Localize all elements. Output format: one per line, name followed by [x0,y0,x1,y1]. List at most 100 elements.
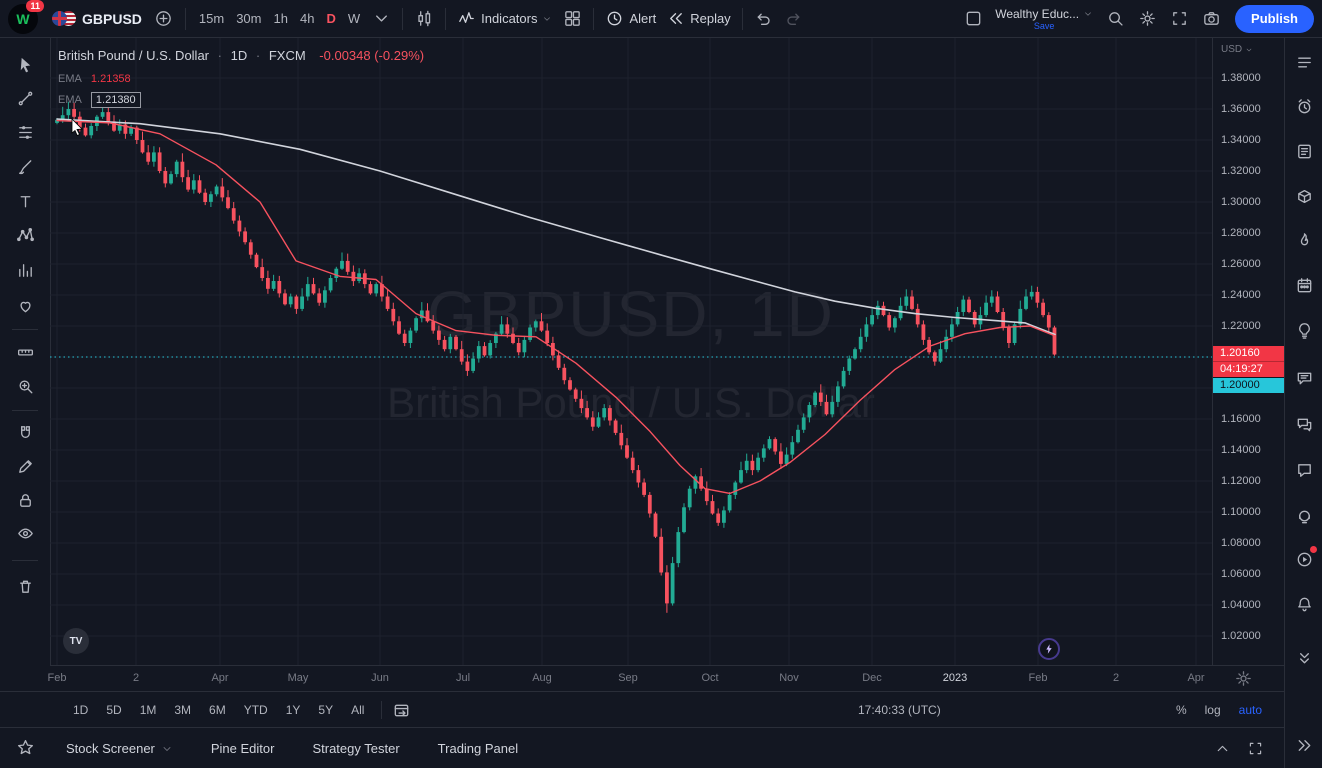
xabcd-pattern-tool-icon[interactable] [11,221,39,249]
range-button-5y[interactable]: 5Y [318,703,334,717]
public-chat-icon[interactable] [1293,367,1315,389]
panel-tab-stock-screener[interactable]: Stock Screener [66,741,173,756]
time-label[interactable]: 2 [1112,672,1120,684]
ema-indicator-row[interactable]: EMA 1.21358 [58,71,424,89]
zoom-tool-icon[interactable] [11,372,39,400]
replay-button[interactable]: Replay [662,5,734,33]
layout-name-button[interactable]: Wealthy Educ... Save [991,2,1097,36]
scale-button-log[interactable]: log [1204,703,1221,717]
magnet-tool-icon[interactable] [11,419,39,447]
time-label[interactable]: Feb [47,672,67,684]
search-icon[interactable] [1101,5,1129,33]
interval-button-d[interactable]: D [326,11,336,26]
chart-area[interactable]: GBPUSD, 1D British Pound / U.S. Dollar B… [50,38,1212,665]
range-button-6m[interactable]: 6M [209,703,226,717]
alert-button[interactable]: Alert [601,5,660,33]
range-button-1y[interactable]: 1Y [285,703,301,717]
time-label[interactable]: Nov [779,672,799,684]
time-label[interactable]: May [287,672,309,684]
time-label[interactable]: 2 [132,672,140,684]
streams-icon[interactable] [1293,546,1317,570]
time-label[interactable]: Jun [371,672,389,684]
interval-button-30m[interactable]: 30m [236,11,262,26]
ema-indicator-row[interactable]: EMA 1.21380 [58,92,424,110]
panel-maximize-icon[interactable] [1247,740,1264,757]
app-logo[interactable]: W 11 [8,0,44,34]
time-label[interactable]: Dec [862,672,882,684]
time-label[interactable]: Feb [1028,672,1048,684]
panel-tab-strategy-tester[interactable]: Strategy Tester [312,741,399,756]
range-button-5d[interactable]: 5D [106,703,122,717]
interval-dropdown-chevron-icon[interactable] [368,5,395,33]
redo-button[interactable] [780,5,808,33]
time-label[interactable]: Apr [211,672,229,684]
news-icon[interactable] [1293,140,1315,162]
undo-button[interactable] [750,5,778,33]
time-label[interactable]: Jul [455,672,471,684]
interval-button-1h[interactable]: 1h [273,11,288,26]
ideas-icon[interactable] [1293,319,1315,341]
double-chevron-down-icon[interactable] [1293,647,1315,669]
save-layout-link[interactable]: Save [1033,20,1055,31]
interval-button-4h[interactable]: 4h [299,11,315,26]
support-icon[interactable] [1293,505,1315,527]
compare-add-symbol-button[interactable] [150,5,178,33]
private-chats-icon[interactable] [1293,413,1315,435]
collapse-right-icon[interactable] [1293,734,1315,756]
indicators-button[interactable]: Indicators [453,5,556,33]
time-scale-axis[interactable]: Feb 2 Apr May Jun Jul Aug Sep Oct Nov Dec 2023 Feb 2 A… [47,665,1284,692]
favorites-star-icon[interactable] [16,738,36,758]
emoji-tool-icon[interactable] [11,291,39,319]
measure-tool-icon[interactable] [11,338,39,366]
range-button-ytd[interactable]: YTD [243,703,268,717]
fullscreen-icon[interactable] [1165,5,1193,33]
watchlist-icon[interactable] [1293,51,1315,73]
forecast-tool-icon[interactable] [11,256,39,284]
packages-icon[interactable] [1293,185,1315,207]
edit-tool-icon[interactable] [11,452,39,480]
brush-tool-icon[interactable] [11,153,39,181]
lock-tool-icon[interactable] [11,486,39,514]
panel-tab-trading-panel[interactable]: Trading Panel [438,741,518,756]
time-label[interactable]: Apr [1187,672,1205,684]
cursor-tool-icon[interactable] [11,50,39,78]
time-label[interactable]: Aug [532,672,552,684]
panel-tab-pine-editor[interactable]: Pine Editor [211,741,275,756]
screenshot-camera-icon[interactable] [1197,5,1225,33]
range-button-1d[interactable]: 1D [73,703,89,717]
interval-button-15m[interactable]: 15m [198,11,225,26]
symbol-button[interactable]: GBPUSD [46,5,148,33]
calendar-icon[interactable] [1293,274,1315,296]
symbol-description[interactable]: British Pound / U.S. Dollar [58,48,210,63]
chart-type-button[interactable] [410,5,438,33]
notifications-icon[interactable] [1293,593,1315,615]
candlestick-chart[interactable] [50,38,1212,665]
comments-icon[interactable] [1293,459,1315,481]
publish-button[interactable]: Publish [1235,4,1314,33]
panel-expand-chevron-icon[interactable] [1214,740,1231,757]
scale-button-percent[interactable]: % [1175,703,1187,717]
eye-tool-icon[interactable] [11,519,39,547]
text-tool-icon[interactable] [11,187,39,215]
time-label[interactable]: Sep [618,672,638,684]
hotlists-icon[interactable] [1293,229,1315,251]
tradingview-logo-button[interactable]: TV [63,628,89,654]
range-button-1m[interactable]: 1M [139,703,157,717]
clock-utc[interactable]: 17:40:33 (UTC) [858,703,941,717]
time-label[interactable]: 2023 [942,672,968,684]
trend-line-tool-icon[interactable] [11,84,39,112]
time-label[interactable]: Oct [701,672,719,684]
trash-tool-icon[interactable] [11,572,39,600]
go-to-date-icon[interactable] [392,701,411,720]
settings-gear-icon[interactable] [1133,5,1161,33]
scale-button-auto[interactable]: auto [1238,703,1262,717]
price-scale-currency-selector[interactable]: USD [1221,44,1253,55]
interval-button-w[interactable]: W [347,11,361,26]
range-button-all[interactable]: All [351,703,365,717]
price-scale-axis[interactable]: USD 1.38000 1.36000 1.34000 1.32000 1.30000 1… [1212,38,1285,665]
indicator-templates-button[interactable] [558,5,586,33]
fib-retracement-tool-icon[interactable] [11,118,39,146]
time-axis-settings-gear-icon[interactable] [1234,669,1254,689]
range-button-3m[interactable]: 3M [174,703,192,717]
quick-trade-bolt-button[interactable] [1038,638,1060,660]
